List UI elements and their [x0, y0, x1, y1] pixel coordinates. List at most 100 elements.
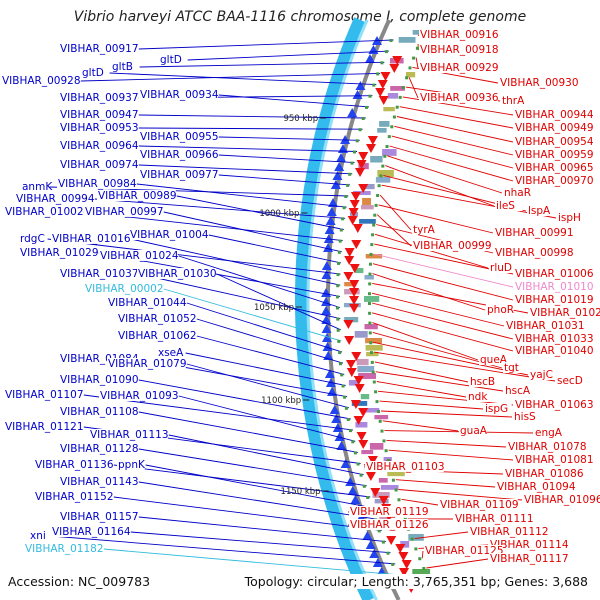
gene-label-left[interactable]: VIBHAR_00934: [140, 89, 219, 101]
gene-label-right[interactable]: VIBHAR_01114: [490, 539, 569, 551]
gene-label-left[interactable]: VIBHAR_00989: [98, 190, 177, 202]
gene-label-left[interactable]: VIBHAR_00977: [140, 169, 219, 181]
gene-label-left[interactable]: VIBHAR_00937: [60, 92, 139, 104]
gene-label-right[interactable]: VIBHAR_00991: [495, 227, 574, 239]
gene-label-right[interactable]: VIBHAR_00999: [413, 240, 492, 252]
gene-label-right[interactable]: VIBHAR_01125: [425, 545, 504, 557]
gene-label-left[interactable]: gltD: [82, 67, 104, 79]
gene-label-left[interactable]: VIBHAR_01052: [118, 313, 197, 325]
gene-label-left[interactable]: VIBHAR_00947: [60, 109, 139, 121]
gene-label-right[interactable]: thrA: [502, 95, 525, 107]
gene-label-right[interactable]: VIBHAR_01119: [350, 506, 429, 518]
gene-label-right[interactable]: ispH: [558, 212, 581, 224]
gene-label-left[interactable]: VIBHAR_00917: [60, 43, 139, 55]
gene-label-right[interactable]: hscB: [470, 376, 495, 388]
gene-label-left[interactable]: VIBHAR_01108: [60, 406, 139, 418]
gene-label-right[interactable]: VIBHAR_01006: [515, 268, 594, 280]
gene-label-left[interactable]: VIBHAR_00974: [60, 159, 139, 171]
gene-label-right[interactable]: VIBHAR_01081: [515, 454, 594, 466]
gene-label-left[interactable]: VIBHAR_00997: [85, 206, 164, 218]
gene-label-left[interactable]: VIBHAR_00984: [58, 178, 137, 190]
gene-label-right[interactable]: VIBHAR_00930: [500, 77, 579, 89]
gene-label-right[interactable]: VIBHAR_01010: [515, 281, 594, 293]
gene-label-right[interactable]: VIBHAR_01086: [505, 468, 584, 480]
gene-label-left[interactable]: VIBHAR_01079: [108, 358, 187, 370]
gene-label-left[interactable]: VIBHAR_00953: [60, 122, 139, 134]
gene-label-left[interactable]: anmK: [22, 181, 53, 193]
gene-label-right[interactable]: VIBHAR_01040: [515, 345, 594, 357]
gene-label-right[interactable]: VIBHAR_00916: [420, 29, 499, 41]
gene-label-left[interactable]: VIBHAR_01121: [5, 421, 84, 433]
gene-label-right[interactable]: guaA: [460, 425, 488, 437]
gene-label-right[interactable]: tyrA: [413, 224, 436, 236]
gene-label-left[interactable]: gltB: [112, 61, 133, 73]
gene-label-left[interactable]: VIBHAR_01037: [60, 268, 139, 280]
gene-label-left[interactable]: VIBHAR_01030: [138, 268, 217, 280]
gene-label-left[interactable]: VIBHAR_01182: [25, 543, 104, 555]
gene-label-left[interactable]: VIBHAR_00994: [16, 193, 95, 205]
gene-label-right[interactable]: VIBHAR_01019: [515, 294, 594, 306]
gene-label-right[interactable]: yajC: [530, 369, 553, 381]
gene-label-right[interactable]: VIBHAR_01078: [508, 441, 587, 453]
gene-label-left[interactable]: VIBHAR_01004: [130, 229, 209, 241]
gene-label-left[interactable]: VIBHAR_00966: [140, 149, 219, 161]
gene-label-right[interactable]: VIBHAR_01109: [440, 499, 519, 511]
gene-label-right[interactable]: hscA: [505, 385, 531, 397]
gene-label-right[interactable]: VIBHAR_01033: [515, 333, 594, 345]
gene-label-left[interactable]: VIBHAR_01136: [35, 459, 114, 471]
gene-label-left[interactable]: VIBHAR_01024: [100, 250, 179, 262]
gene-label-right[interactable]: engA: [535, 427, 563, 439]
gene-label-left[interactable]: VIBHAR_00002: [85, 283, 164, 295]
gene-label-right[interactable]: ileS: [496, 200, 515, 212]
gene-label-right[interactable]: VIBHAR_00949: [515, 122, 594, 134]
gene-label-right[interactable]: VIBHAR_00959: [515, 149, 594, 161]
gene-label-left[interactable]: xseA: [158, 347, 184, 359]
gene-label-left[interactable]: VIBHAR_00964: [60, 140, 139, 152]
gene-label-left[interactable]: VIBHAR_01107: [5, 389, 84, 401]
gene-label-right[interactable]: VIBHAR_01094: [497, 481, 576, 493]
gene-label-right[interactable]: VIBHAR_01063: [515, 399, 594, 411]
gene-label-left[interactable]: VIBHAR_01016: [52, 233, 131, 245]
gene-label-right[interactable]: VIBHAR_00998: [495, 247, 574, 259]
gene-label-left[interactable]: VIBHAR_01002: [5, 206, 84, 218]
gene-label-left[interactable]: VIBHAR_01113: [90, 429, 169, 441]
gene-label-right[interactable]: ispG: [485, 403, 508, 415]
gene-label-right[interactable]: VIBHAR_01103: [366, 461, 445, 473]
gene-label-right[interactable]: VIBHAR_01026: [530, 307, 600, 319]
gene-label-right[interactable]: rluD: [490, 262, 512, 274]
gene-label-right[interactable]: tgt: [504, 362, 519, 374]
gene-label-left[interactable]: VIBHAR_01152: [35, 491, 114, 503]
gene-label-left[interactable]: VIBHAR_01128: [60, 443, 139, 455]
gene-label-right[interactable]: VIBHAR_00936: [420, 92, 499, 104]
gene-label-right[interactable]: VIBHAR_01112: [470, 526, 549, 538]
gene-label-left[interactable]: gltD: [160, 54, 182, 66]
gene-label-right[interactable]: VIBHAR_00929: [420, 62, 499, 74]
gene-label-left[interactable]: ppnK: [118, 459, 146, 471]
gene-label-left[interactable]: VIBHAR_01093: [100, 390, 179, 402]
gene-label-right[interactable]: VIBHAR_01096: [524, 494, 600, 506]
gene-label-left[interactable]: VIBHAR_01164: [52, 526, 131, 538]
gene-label-right[interactable]: nhaR: [504, 187, 531, 199]
gene-label-right[interactable]: VIBHAR_01126: [350, 519, 429, 531]
gene-label-right[interactable]: VIBHAR_00965: [515, 162, 594, 174]
gene-label-right[interactable]: VIBHAR_01031: [506, 320, 585, 332]
gene-label-right[interactable]: VIBHAR_01117: [490, 553, 569, 565]
gene-label-left[interactable]: VIBHAR_01157: [60, 511, 139, 523]
gene-label-left[interactable]: VIBHAR_01044: [108, 297, 187, 309]
gene-label-right[interactable]: VIBHAR_01111: [455, 513, 534, 525]
gene-label-left[interactable]: VIBHAR_01062: [118, 330, 197, 342]
gene-label-left[interactable]: xni: [30, 530, 46, 542]
gene-label-right[interactable]: ndk: [468, 391, 488, 403]
gene-label-right[interactable]: VIBHAR_00918: [420, 44, 499, 56]
gene-label-right[interactable]: phoR: [487, 304, 514, 316]
gene-label-left[interactable]: VIBHAR_00928: [2, 75, 81, 87]
gene-label-right[interactable]: VIBHAR_00944: [515, 109, 594, 121]
gene-label-right[interactable]: VIBHAR_00970: [515, 175, 594, 187]
gene-label-right[interactable]: secD: [557, 375, 583, 387]
gene-label-left[interactable]: VIBHAR_01090: [60, 374, 139, 386]
gene-label-left[interactable]: VIBHAR_00955: [140, 131, 219, 143]
gene-label-right[interactable]: VIBHAR_00954: [515, 136, 594, 148]
gene-label-left[interactable]: rdgC: [20, 233, 45, 245]
gene-label-right[interactable]: queA: [480, 354, 508, 366]
gene-label-right[interactable]: hisS: [514, 411, 536, 423]
